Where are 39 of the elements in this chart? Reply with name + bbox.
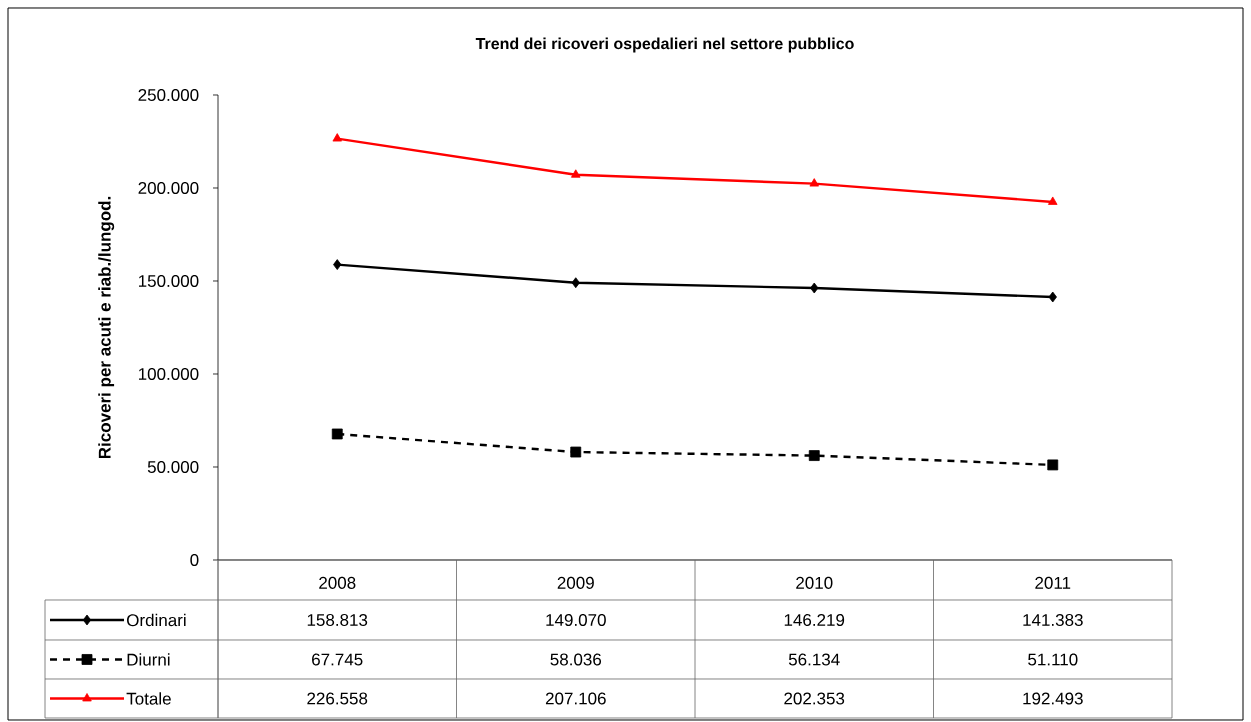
point xyxy=(809,178,819,187)
data-label: 226.558 xyxy=(307,692,368,705)
data-label: 67.745 xyxy=(312,653,363,666)
legend-label: Diurni xyxy=(127,653,170,666)
point xyxy=(571,169,581,178)
point xyxy=(810,282,819,294)
legend-label: Ordinari xyxy=(127,613,186,627)
point xyxy=(571,277,580,289)
data-label: 149.070 xyxy=(546,613,606,627)
point xyxy=(332,133,342,142)
data-label: 56.134 xyxy=(788,653,840,666)
point xyxy=(1047,459,1059,471)
data-label: 141.383 xyxy=(1023,613,1083,627)
point xyxy=(1048,196,1058,205)
chart-title: Trend dei ricoveri ospedalieri nel settore pubblico xyxy=(475,37,854,53)
data-label: 51.110 xyxy=(1028,653,1078,666)
y-tick-label: 50.000 xyxy=(147,460,199,474)
x-tick-label: 2008 xyxy=(319,576,356,589)
data-label: 207.106 xyxy=(545,692,606,705)
y-tick-label: 0 xyxy=(190,553,199,567)
point xyxy=(331,428,343,440)
data-label: 192.493 xyxy=(1023,692,1083,705)
x-tick-label: 2009 xyxy=(557,576,594,589)
y-axis-title: Ricoveri per acuti e riab./lungod. xyxy=(98,196,115,459)
data-label: 146.219 xyxy=(784,613,845,627)
point xyxy=(1048,291,1057,303)
data-label: 202.353 xyxy=(784,692,845,705)
x-tick-label: 2010 xyxy=(796,576,833,589)
y-tick-label: 200.000 xyxy=(138,181,199,195)
y-tick-label: 150.000 xyxy=(138,274,199,288)
point xyxy=(808,450,820,461)
point xyxy=(570,446,582,458)
data-label: 158.813 xyxy=(307,613,368,627)
legend-label: Totale xyxy=(126,692,171,705)
point xyxy=(333,259,342,270)
y-tick-label: 250.000 xyxy=(138,88,199,102)
x-tick-label: 2011 xyxy=(1035,576,1071,589)
y-tick-label: 100.000 xyxy=(138,367,199,381)
data-label: 58.036 xyxy=(550,653,602,666)
